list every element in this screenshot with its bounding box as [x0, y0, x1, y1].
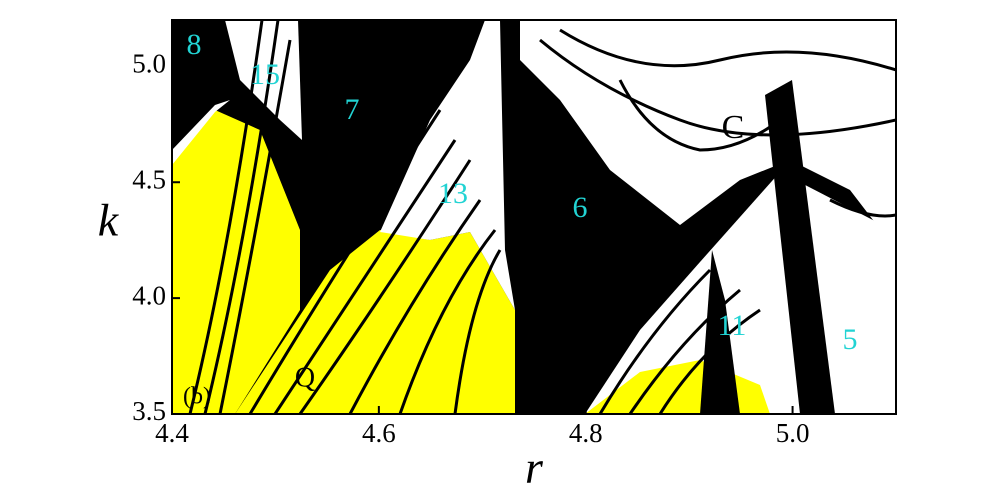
black-stripe	[765, 80, 835, 414]
annotation: 5	[843, 323, 858, 356]
annotation: 15	[250, 58, 280, 91]
white-fan	[520, 20, 896, 250]
x-tick-label: 4.6	[362, 418, 396, 448]
white-fan	[225, 20, 302, 140]
x-axis-label: r	[525, 442, 544, 493]
texture-lines	[188, 20, 896, 414]
white-fan	[380, 20, 515, 310]
y-axis-label: k	[98, 195, 120, 246]
annotation: 6	[573, 191, 588, 224]
y-tick-label: 4.0	[132, 280, 166, 310]
y-tick-label: 3.5	[132, 396, 166, 426]
annotation: C	[722, 109, 745, 146]
annotation: Q	[295, 362, 315, 393]
plot-frame	[171, 19, 897, 415]
black-stripe	[700, 250, 740, 414]
x-tick-label: 4.4	[155, 418, 189, 448]
x-tick-label: 4.8	[569, 418, 603, 448]
yellow-region	[172, 110, 300, 414]
y-tick-label: 4.5	[132, 164, 166, 194]
regions	[172, 20, 896, 414]
annotation: 8	[187, 28, 202, 61]
annotation: 11	[718, 309, 747, 342]
annotation: 7	[345, 93, 360, 126]
annotation: 13	[438, 177, 468, 210]
annotation: (b)	[183, 384, 211, 410]
y-tick-label: 5.0	[132, 49, 166, 79]
x-tick-label: 5.0	[776, 418, 810, 448]
